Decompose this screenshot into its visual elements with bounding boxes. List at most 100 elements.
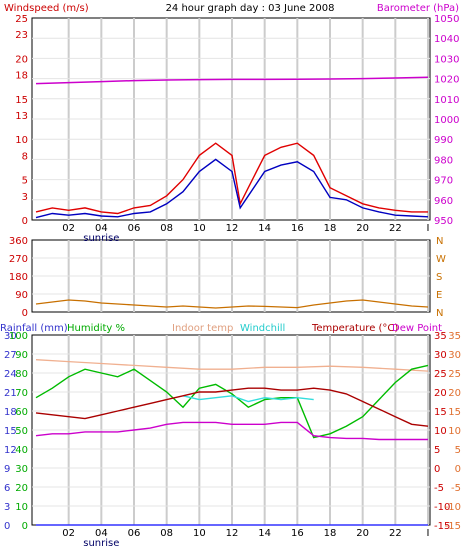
temp-x-tick: 14 bbox=[258, 528, 271, 539]
barometer-y-tick: 1000 bbox=[434, 115, 459, 126]
rainfall-y-tick: 15 bbox=[4, 426, 17, 437]
barometer-y-tick: 970 bbox=[434, 176, 453, 187]
temperature-y-tick-right: -5 bbox=[451, 483, 461, 494]
windspeed-y-tick: 3 bbox=[22, 192, 28, 203]
wind-direction-line bbox=[35, 299, 429, 309]
windspeed-y-tick: 0 bbox=[22, 216, 28, 227]
temperature-y-tick-right: 0 bbox=[455, 464, 461, 475]
humidity-y-tick: 20 bbox=[15, 483, 28, 494]
wind-x-tick: 04 bbox=[95, 223, 108, 234]
legend-dew-point: Dew Point bbox=[392, 323, 442, 334]
avg-windspeed-line bbox=[35, 158, 429, 219]
humidity-y-tick: 50 bbox=[15, 426, 28, 437]
barometer-y-tick: 990 bbox=[434, 135, 453, 146]
temperature-y-tick-left: 30 bbox=[434, 350, 447, 361]
wind-x-tick: 18 bbox=[324, 223, 337, 234]
barometer-y-tick: 1030 bbox=[434, 54, 459, 65]
direction-compass-tick: N bbox=[436, 236, 443, 247]
chart-title: 24 hour graph day : 03 June 2008 bbox=[166, 3, 335, 14]
windspeed-y-tick: 8 bbox=[22, 151, 28, 162]
windspeed-axis-title: Windspeed (m/s) bbox=[4, 3, 89, 14]
windspeed-y-tick: 23 bbox=[15, 30, 28, 41]
windspeed-y-tick: 18 bbox=[15, 71, 28, 82]
legend-humidity: Humidity % bbox=[67, 323, 125, 334]
temp-x-tick: 20 bbox=[356, 528, 369, 539]
barometer-axis-title: Barometer (hPa) bbox=[377, 3, 459, 14]
temperature-y-tick-right: 10 bbox=[448, 426, 461, 437]
humidity-y-tick: 70 bbox=[15, 388, 28, 399]
temperature-y-tick-right: 25 bbox=[448, 369, 461, 380]
direction-y-tick: 360 bbox=[9, 236, 28, 247]
temp-x-tick: 16 bbox=[291, 528, 304, 539]
wind-x-tick: 08 bbox=[160, 223, 173, 234]
humidity-y-tick: 100 bbox=[9, 331, 28, 342]
rainfall-y-tick: 6 bbox=[4, 483, 10, 494]
direction-compass-tick: W bbox=[436, 254, 446, 265]
rainfall-y-tick: 24 bbox=[4, 369, 17, 380]
barometer-y-tick: 1010 bbox=[434, 95, 459, 106]
indoor-temp-line bbox=[35, 359, 429, 372]
windchill-line bbox=[182, 395, 314, 403]
temp-x-tick: 22 bbox=[389, 528, 402, 539]
wind-x-tick: 02 bbox=[62, 223, 75, 234]
temp-x-tick: 10 bbox=[193, 528, 206, 539]
rainfall-y-tick: 0 bbox=[4, 521, 10, 532]
humidity-line bbox=[35, 364, 429, 439]
wind-x-tick: I bbox=[427, 223, 430, 234]
direction-y-tick: 270 bbox=[9, 254, 28, 265]
legend-temperature: Temperature (°C) bbox=[311, 323, 398, 334]
direction-y-tick: 0 bbox=[22, 308, 28, 319]
barometer-y-tick: 1050 bbox=[434, 14, 459, 25]
barometer-y-tick: 1020 bbox=[434, 75, 459, 86]
windspeed-y-tick: 13 bbox=[15, 111, 28, 122]
legend-indoor-temp: Indoor temp bbox=[172, 323, 233, 334]
temperature-y-tick-right: 30 bbox=[448, 350, 461, 361]
temp-sunrise-label: sunrise bbox=[83, 538, 119, 549]
wind-x-tick: 22 bbox=[389, 223, 402, 234]
temp-x-tick: 04 bbox=[95, 528, 108, 539]
direction-compass-tick: N bbox=[436, 308, 443, 319]
direction-y-tick: 180 bbox=[9, 272, 28, 283]
legend-rainfall: Rainfall (mm) bbox=[0, 323, 68, 334]
wind-sunrise-label: sunrise bbox=[83, 233, 119, 244]
windspeed-y-tick: 10 bbox=[15, 135, 28, 146]
windspeed-y-tick: 5 bbox=[22, 176, 28, 187]
humidity-y-tick: 30 bbox=[15, 464, 28, 475]
barometer-y-tick: 950 bbox=[434, 216, 453, 227]
humidity-y-tick: 60 bbox=[15, 407, 28, 418]
temp-x-tick: 12 bbox=[226, 528, 239, 539]
rainfall-y-tick: 30 bbox=[4, 331, 17, 342]
direction-compass-tick: E bbox=[436, 290, 442, 301]
temp-x-tick: 08 bbox=[160, 528, 173, 539]
direction-y-tick: 90 bbox=[15, 290, 28, 301]
temperature-y-tick-left: 5 bbox=[434, 445, 440, 456]
temp-x-tick: 18 bbox=[324, 528, 337, 539]
rainfall-y-tick: 3 bbox=[4, 502, 10, 513]
windspeed-y-tick: 20 bbox=[15, 54, 28, 65]
barometer-y-tick: 960 bbox=[434, 196, 453, 207]
dew-point-line bbox=[35, 421, 428, 441]
humidity-y-tick: 80 bbox=[15, 369, 28, 380]
rainfall-y-tick: 12 bbox=[4, 445, 17, 456]
barometer-line bbox=[35, 76, 429, 85]
temp-x-tick: I bbox=[427, 528, 430, 539]
wind-x-tick: 16 bbox=[291, 223, 304, 234]
wind-x-tick: 10 bbox=[193, 223, 206, 234]
temperature-legend: Rainfall (mm) Humidity % Indoor temp Win… bbox=[0, 323, 442, 334]
rainfall-y-tick: 18 bbox=[4, 407, 17, 418]
temperature-y-tick-left: -15 bbox=[434, 521, 450, 532]
rainfall-y-tick: 9 bbox=[4, 464, 10, 475]
windspeed-y-tick: 15 bbox=[15, 95, 28, 106]
direction-compass-tick: S bbox=[436, 272, 442, 283]
temperature-y-tick-left: 0 bbox=[434, 464, 440, 475]
rainfall-y-tick: 27 bbox=[4, 350, 17, 361]
rainfall-y-tick: 21 bbox=[4, 388, 17, 399]
temperature-y-tick-left: -5 bbox=[434, 483, 444, 494]
temperature-y-tick-right: 15 bbox=[448, 407, 461, 418]
temperature-y-tick-left: 20 bbox=[434, 388, 447, 399]
temperature-y-tick-left: 10 bbox=[434, 426, 447, 437]
temperature-y-tick-right: 5 bbox=[455, 445, 461, 456]
temp-x-tick: 06 bbox=[128, 528, 141, 539]
